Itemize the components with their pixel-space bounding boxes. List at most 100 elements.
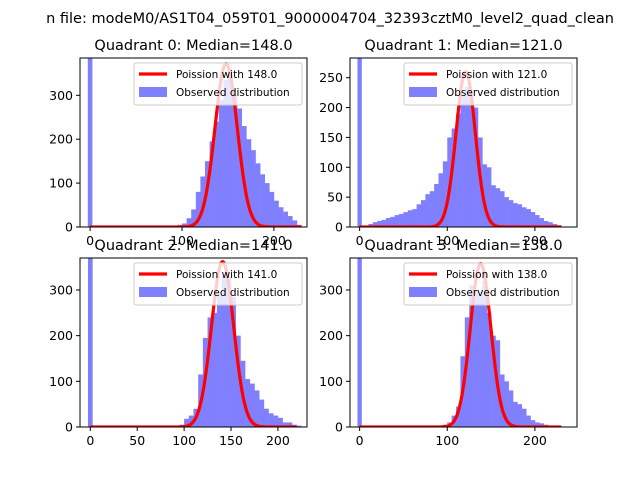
quadrant-1-bar-140 — [482, 164, 488, 227]
quadrant-0-bar-115 — [195, 191, 201, 227]
quadrant-1-bar-150 — [491, 185, 496, 227]
quadrant-0-bar-110 — [191, 209, 197, 227]
quadrant-3-bar-170 — [508, 390, 514, 427]
quadrant-3-ytick-label-200: 200 — [319, 328, 343, 343]
quadrant-1-ytick-label-200: 200 — [319, 100, 343, 115]
quadrant-3-bar-135 — [477, 294, 483, 427]
quadrant-1-bar-130 — [473, 107, 479, 227]
quadrant-0-frame — [79, 57, 308, 228]
quadrant-0-bar-185 — [260, 174, 266, 227]
quadrant-3-bar-165 — [504, 381, 509, 427]
quadrant-0-bar-160 — [237, 108, 243, 227]
quadrant-0-bar-135 — [214, 121, 220, 227]
quadrant-0-ytick-label-0: 0 — [65, 220, 73, 235]
quadrant-0-bar-120 — [200, 176, 206, 227]
quadrant-0-title: Quadrant 0: Median=148.0 — [94, 38, 292, 54]
quadrant-2-xtick-label-200: 200 — [266, 433, 290, 448]
quadrant-1-bar-65 — [416, 204, 422, 227]
quadrant-2-legend-label-poisson: Poission with 141.0 — [176, 269, 277, 281]
quadrant-1-bar-20 — [377, 221, 382, 227]
quadrant-2-ytick-label-200: 200 — [49, 328, 73, 343]
quadrant-1-bar-165 — [504, 197, 509, 227]
quadrant-1-bar-70 — [420, 200, 426, 227]
quadrant-0-bar-150 — [227, 75, 233, 227]
quadrant-1-bar-145 — [486, 167, 492, 227]
quadrant-2-zero-spike — [87, 258, 93, 427]
quadrant-0-bar-180 — [255, 163, 261, 227]
quadrant-0-xtick-label-200: 200 — [262, 233, 286, 248]
quadrant-0-xtick-label-100: 100 — [170, 233, 194, 248]
quadrant-2-bar-210 — [287, 422, 293, 427]
quadrant-1-bar-80 — [429, 191, 435, 227]
quadrant-1-legend-swatch-observed — [409, 87, 437, 97]
quadrant-1-bar-110 — [456, 113, 461, 227]
quadrant-1-bar-155 — [495, 188, 501, 227]
quadrant-2-bar-105 — [188, 415, 194, 427]
quadrant-1-bar-105 — [451, 128, 457, 227]
quadrant-0-bar-200 — [273, 200, 279, 227]
quadrant-2-xtick-label-150: 150 — [219, 433, 243, 448]
quadrant-0-bar-190 — [264, 183, 270, 227]
quadrant-1-xtick-label-0: 0 — [356, 233, 364, 248]
quadrant-3-bar-180 — [517, 404, 523, 427]
quadrant-3-bar-205 — [539, 423, 544, 427]
quadrant-1-bar-215 — [548, 222, 553, 227]
quadrant-0-ytick-label-300: 300 — [49, 88, 73, 103]
quadrant-1-zero-spike — [357, 58, 362, 227]
quadrant-3-bar-120 — [464, 317, 470, 427]
quadrant-2-ytick-label-100: 100 — [49, 374, 73, 389]
quadrant-3-legend-label-poisson: Poission with 138.0 — [446, 269, 547, 281]
quadrant-2-bar-100 — [184, 418, 190, 427]
quadrant-0-bar-220 — [292, 220, 298, 227]
quadrant-1-bar-85 — [434, 184, 439, 227]
quadrant-1-bar-170 — [508, 200, 514, 227]
quadrant-0-zero-spike — [87, 58, 93, 227]
quadrant-3-ytick-label-300: 300 — [319, 282, 343, 297]
quadrant-1-bar-205 — [539, 218, 544, 227]
quadrant-1-xtick-label-200: 200 — [523, 233, 547, 248]
quadrant-2-bar-165 — [245, 379, 251, 427]
quadrant-1-title: Quadrant 1: Median=121.0 — [364, 38, 562, 54]
quadrant-3-xtick-label-100: 100 — [435, 433, 459, 448]
quadrant-2-bar-170 — [249, 383, 255, 427]
quadrant-0-legend-label-observed: Observed distribution — [176, 87, 290, 99]
quadrant-1-chart: 0 100 200 0 50 100 150 200 250 Poission with 121.… — [319, 38, 578, 248]
quadrant-2-bar-190 — [268, 413, 274, 427]
quadrant-0-ytick-label-200: 200 — [49, 132, 73, 147]
quadrant-3-bar-200 — [534, 422, 540, 427]
quadrant-1-bar-200 — [534, 215, 540, 227]
quadrant-0-bar-130 — [209, 141, 215, 227]
quadrant-3-title: Quadrant 3: Median=138.0 — [364, 238, 562, 254]
quadrant-1-bar-175 — [513, 203, 518, 227]
quadrant-0-bar-170 — [246, 139, 252, 227]
quadrant-1-bar-190 — [526, 209, 531, 227]
quadrant-0-legend-label-poisson: Poission with 148.0 — [176, 69, 277, 81]
quadrant-1-ytick-label-0: 0 — [335, 220, 343, 235]
quadrant-0-bar-105 — [186, 218, 192, 227]
quadrant-1-bar-60 — [412, 209, 417, 227]
quadrant-1-bar-40 — [394, 215, 400, 227]
quadrant-1-bar-45 — [399, 213, 404, 227]
quadrant-1-bar-30 — [385, 218, 391, 227]
quadrant-1-bar-160 — [499, 191, 505, 227]
quadrant-1-ytick-label-100: 100 — [319, 160, 343, 175]
quadrant-2-chart: 0 50 100 150 200 0 100 200 300 Poission with 141.… — [49, 238, 308, 448]
quadrant-0-bar-210 — [283, 211, 289, 227]
quadrant-2-bar-125 — [207, 317, 213, 427]
quadrant-3-bar-175 — [513, 401, 518, 427]
quadrant-2-bar-200 — [277, 417, 283, 427]
quadrant-2-bar-220 — [296, 425, 302, 427]
quadrant-2-legend-box — [133, 262, 303, 306]
quadrant-1-legend-label-observed: Observed distribution — [446, 87, 560, 99]
quadrant-2-xtick-label-50: 50 — [129, 433, 145, 448]
quadrant-1-ytick-label-250: 250 — [319, 70, 343, 85]
quadrant-3-legend-swatch-observed — [409, 287, 437, 297]
quadrant-3-bar-145 — [486, 312, 492, 427]
quadrant-1-bar-75 — [425, 194, 431, 227]
quadrant-2-bar-135 — [216, 294, 222, 427]
quadrant-1-legend-label-poisson: Poission with 121.0 — [446, 69, 547, 81]
quadrant-2-ytick-label-300: 300 — [49, 282, 73, 297]
quadrant-1-bar-115 — [460, 94, 466, 227]
quadrant-0-bar-140 — [218, 99, 224, 227]
